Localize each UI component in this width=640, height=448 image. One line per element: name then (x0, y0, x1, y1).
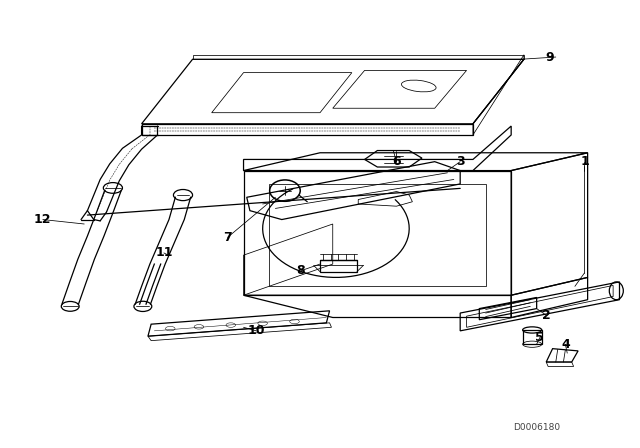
Ellipse shape (134, 301, 152, 311)
Text: D0006180: D0006180 (513, 423, 560, 432)
Text: 4: 4 (561, 338, 570, 351)
Ellipse shape (173, 190, 193, 201)
Text: 10: 10 (248, 324, 265, 337)
Text: 2: 2 (542, 309, 550, 322)
Text: 6: 6 (392, 155, 401, 168)
Text: 9: 9 (545, 51, 554, 64)
Ellipse shape (103, 183, 122, 193)
Text: 1: 1 (580, 155, 589, 168)
Text: 3: 3 (456, 155, 465, 168)
Text: 5: 5 (536, 331, 544, 344)
Text: 11: 11 (155, 246, 173, 259)
Text: 8: 8 (296, 264, 305, 277)
Text: 7: 7 (223, 231, 232, 244)
Text: 12: 12 (34, 213, 52, 226)
Ellipse shape (61, 302, 79, 311)
